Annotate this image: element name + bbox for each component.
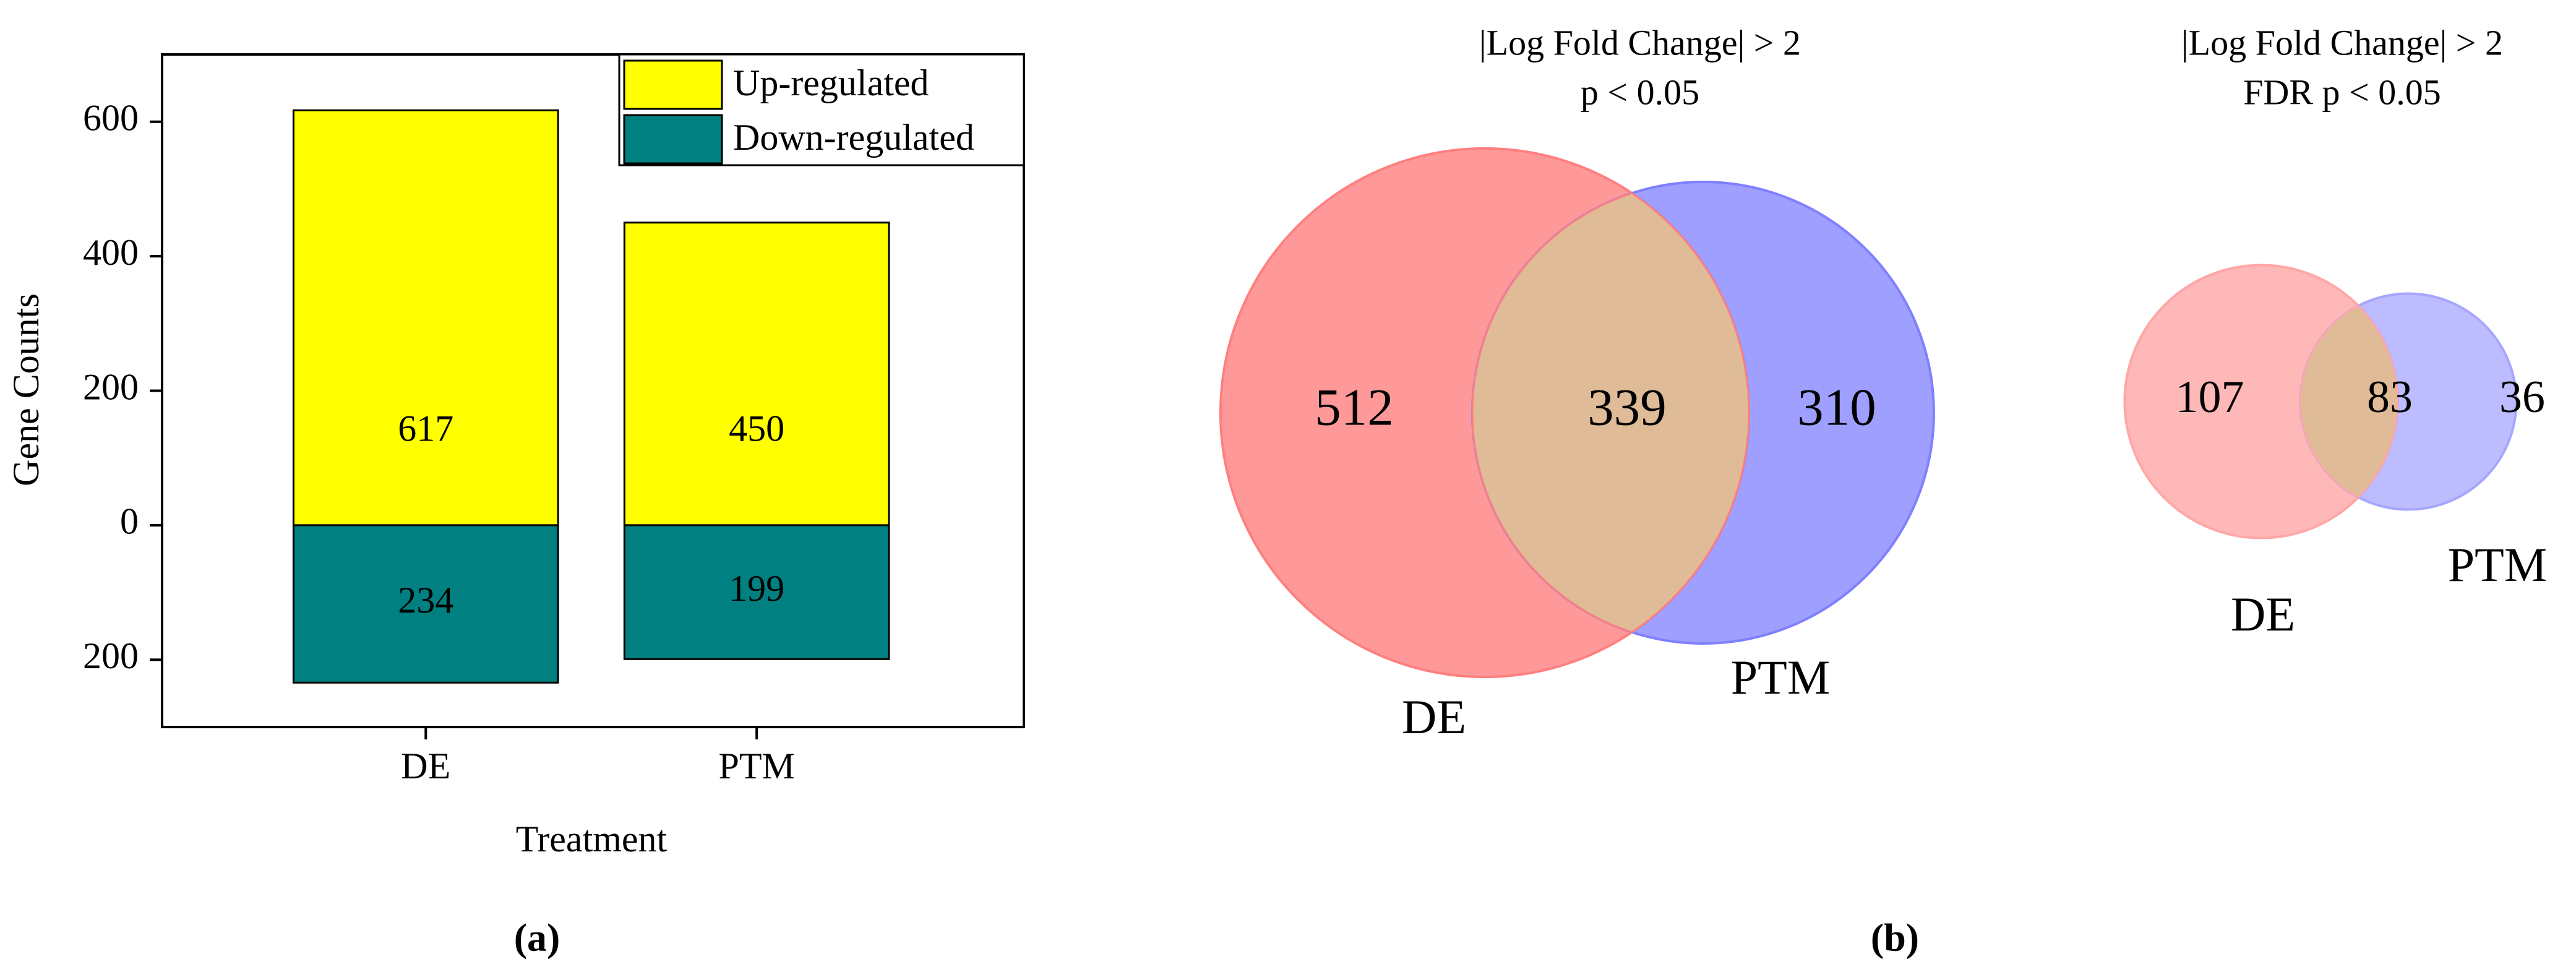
- legend-swatch: [623, 114, 723, 165]
- venn-subtitle: FDR p < 0.05: [2243, 72, 2441, 112]
- y-tick-label: 0: [120, 501, 139, 542]
- venn-title: |Log Fold Change| > 2: [2181, 22, 2503, 62]
- y-tick-label: 400: [83, 232, 139, 273]
- y-tick-label: 200: [83, 635, 139, 676]
- value-label: 199: [729, 568, 784, 609]
- venn-title: |Log Fold Change| > 2: [1479, 22, 1801, 62]
- venn-set-label: DE: [2231, 587, 2295, 641]
- venn-overlap: [1471, 192, 1750, 634]
- venn-count: 107: [2176, 372, 2244, 423]
- x-axis-title: Treatment: [516, 819, 668, 859]
- venn-set-label: PTM: [1731, 650, 1830, 704]
- venn-subtitle: p < 0.05: [1581, 72, 1699, 112]
- y-tick-label: 200: [83, 366, 139, 407]
- venn-count: 310: [1797, 379, 1876, 437]
- value-label: 234: [398, 580, 453, 621]
- venn-set-label: PTM: [2448, 538, 2547, 592]
- venn-overlap: [2299, 304, 2399, 499]
- legend-swatch: [623, 59, 723, 110]
- venn-count: 83: [2367, 372, 2413, 423]
- legend-label: Down-regulated: [733, 117, 974, 158]
- bar: [623, 524, 890, 660]
- value-label: 450: [729, 408, 784, 449]
- x-tick-label: DE: [401, 746, 450, 786]
- venn-count: 512: [1315, 379, 1394, 437]
- bar: [623, 222, 890, 527]
- caption: (a): [514, 916, 560, 960]
- venn-set-label: DE: [1402, 690, 1466, 744]
- bar: [292, 109, 559, 527]
- y-tick-label: 600: [83, 97, 139, 138]
- venn-count: 339: [1587, 379, 1667, 437]
- value-label: 617: [398, 408, 453, 449]
- venn-count: 36: [2499, 372, 2545, 423]
- bar: [292, 524, 559, 684]
- caption: (b): [1871, 916, 1919, 960]
- legend-label: Up-regulated: [733, 62, 929, 103]
- y-axis-title: Gene Counts: [6, 293, 46, 486]
- x-tick-label: PTM: [718, 746, 794, 786]
